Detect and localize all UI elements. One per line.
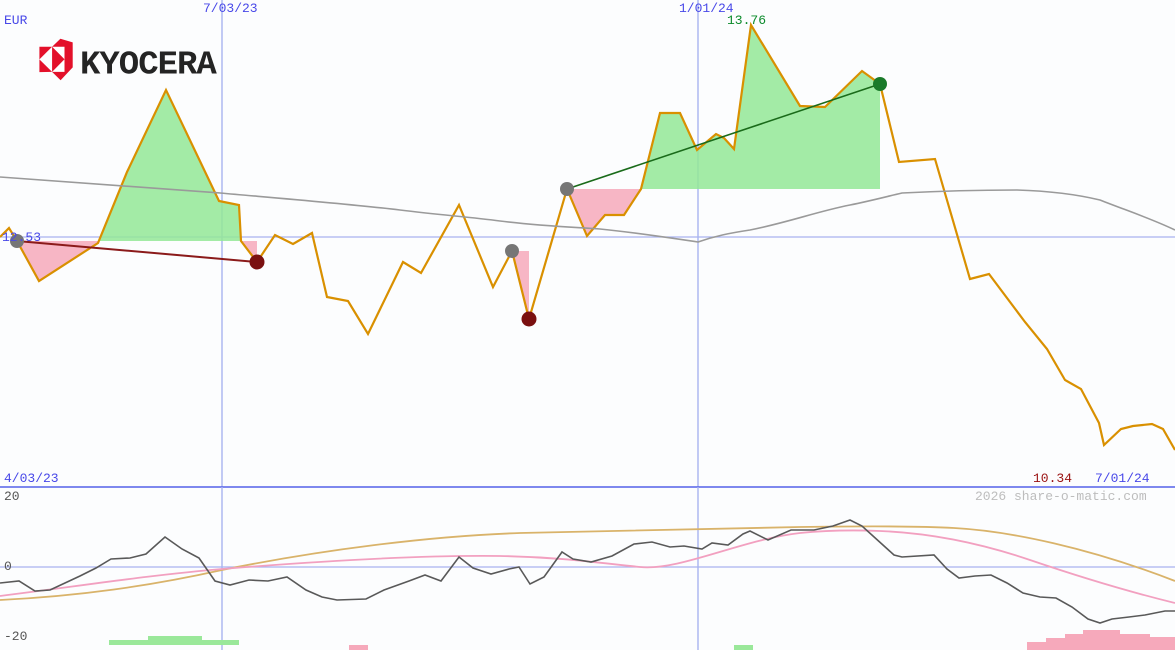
svg-text:KYOCERA: KYOCERA — [80, 47, 218, 85]
svg-text:20: 20 — [4, 489, 20, 504]
svg-text:10.34: 10.34 — [1033, 471, 1072, 486]
svg-text:1/01/24: 1/01/24 — [679, 1, 734, 16]
svg-text:13.76: 13.76 — [727, 13, 766, 28]
svg-text:4/03/23: 4/03/23 — [4, 471, 59, 486]
svg-text:2026 share-o-matic.com: 2026 share-o-matic.com — [975, 489, 1147, 504]
svg-text:7/01/24: 7/01/24 — [1095, 471, 1150, 486]
svg-text:0: 0 — [4, 559, 12, 574]
svg-text:12.53: 12.53 — [2, 230, 41, 245]
svg-text:-20: -20 — [4, 629, 27, 644]
